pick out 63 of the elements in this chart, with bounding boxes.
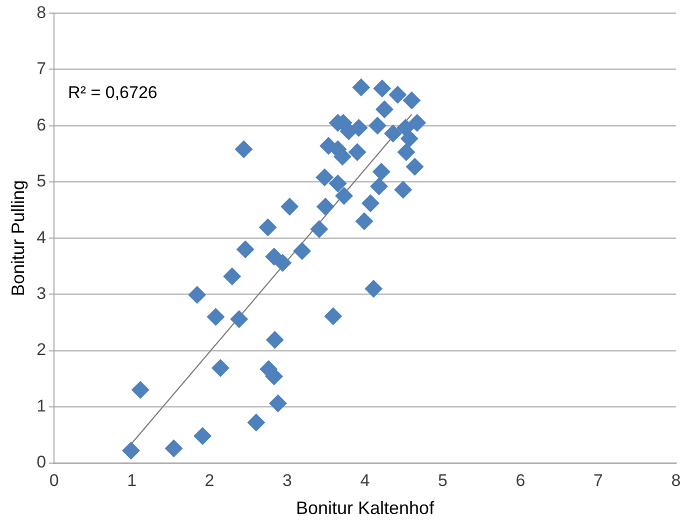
point [247, 414, 266, 432]
x-tick-label: 0 [49, 470, 59, 490]
point [364, 280, 383, 298]
y-tick-label: 3 [36, 284, 46, 304]
point [394, 180, 412, 199]
y-tick-label: 5 [36, 172, 46, 191]
point [266, 330, 284, 349]
point [122, 442, 140, 460]
point [316, 198, 334, 216]
x-tick-label: 4 [360, 470, 370, 490]
y-tick-label: 6 [36, 115, 46, 134]
point [236, 240, 254, 258]
point [388, 86, 407, 104]
y-tick-label: 8 [36, 2, 46, 22]
point [188, 286, 206, 304]
point [373, 80, 392, 98]
point [324, 307, 342, 326]
x-tick-label: 3 [282, 470, 292, 490]
point [234, 140, 253, 158]
point [335, 186, 354, 205]
point [131, 380, 150, 399]
point [328, 174, 347, 193]
point [375, 100, 394, 118]
point [352, 78, 370, 96]
point [400, 130, 418, 148]
point [258, 218, 277, 236]
y-tick-label: 2 [36, 340, 46, 360]
point [406, 158, 424, 176]
point [368, 116, 386, 135]
annotation: R² = 0,6726 [68, 82, 158, 102]
point [408, 114, 426, 132]
x-tick-label: 8 [671, 470, 681, 490]
point [268, 394, 287, 412]
point [370, 177, 388, 196]
point [316, 168, 334, 186]
y-tick-label: 0 [36, 452, 46, 472]
point [372, 162, 390, 181]
x-tick-label: 7 [594, 470, 603, 490]
point [355, 212, 374, 230]
point [274, 254, 292, 272]
point [194, 427, 212, 446]
point [223, 267, 242, 286]
y-tick-label: 4 [36, 228, 46, 247]
y-tick-label: 1 [36, 396, 46, 416]
point [348, 143, 366, 162]
y-axis-title: Bonitur Pulling [8, 180, 28, 296]
point [206, 308, 225, 326]
point [361, 194, 380, 212]
point [211, 358, 230, 377]
y-tick-label: 7 [36, 59, 46, 78]
point [397, 143, 416, 162]
point [280, 198, 299, 216]
x-tick-label: 5 [438, 470, 448, 490]
x-tick-label: 1 [127, 470, 137, 490]
point [293, 242, 312, 260]
x-axis-title: Bonitur Kaltenhof [296, 498, 436, 518]
point [230, 310, 248, 328]
x-tick-label: 2 [204, 470, 214, 490]
point [384, 124, 402, 143]
x-tick-label: 6 [516, 470, 526, 490]
point [402, 91, 421, 110]
point [164, 439, 183, 458]
point [310, 220, 328, 238]
